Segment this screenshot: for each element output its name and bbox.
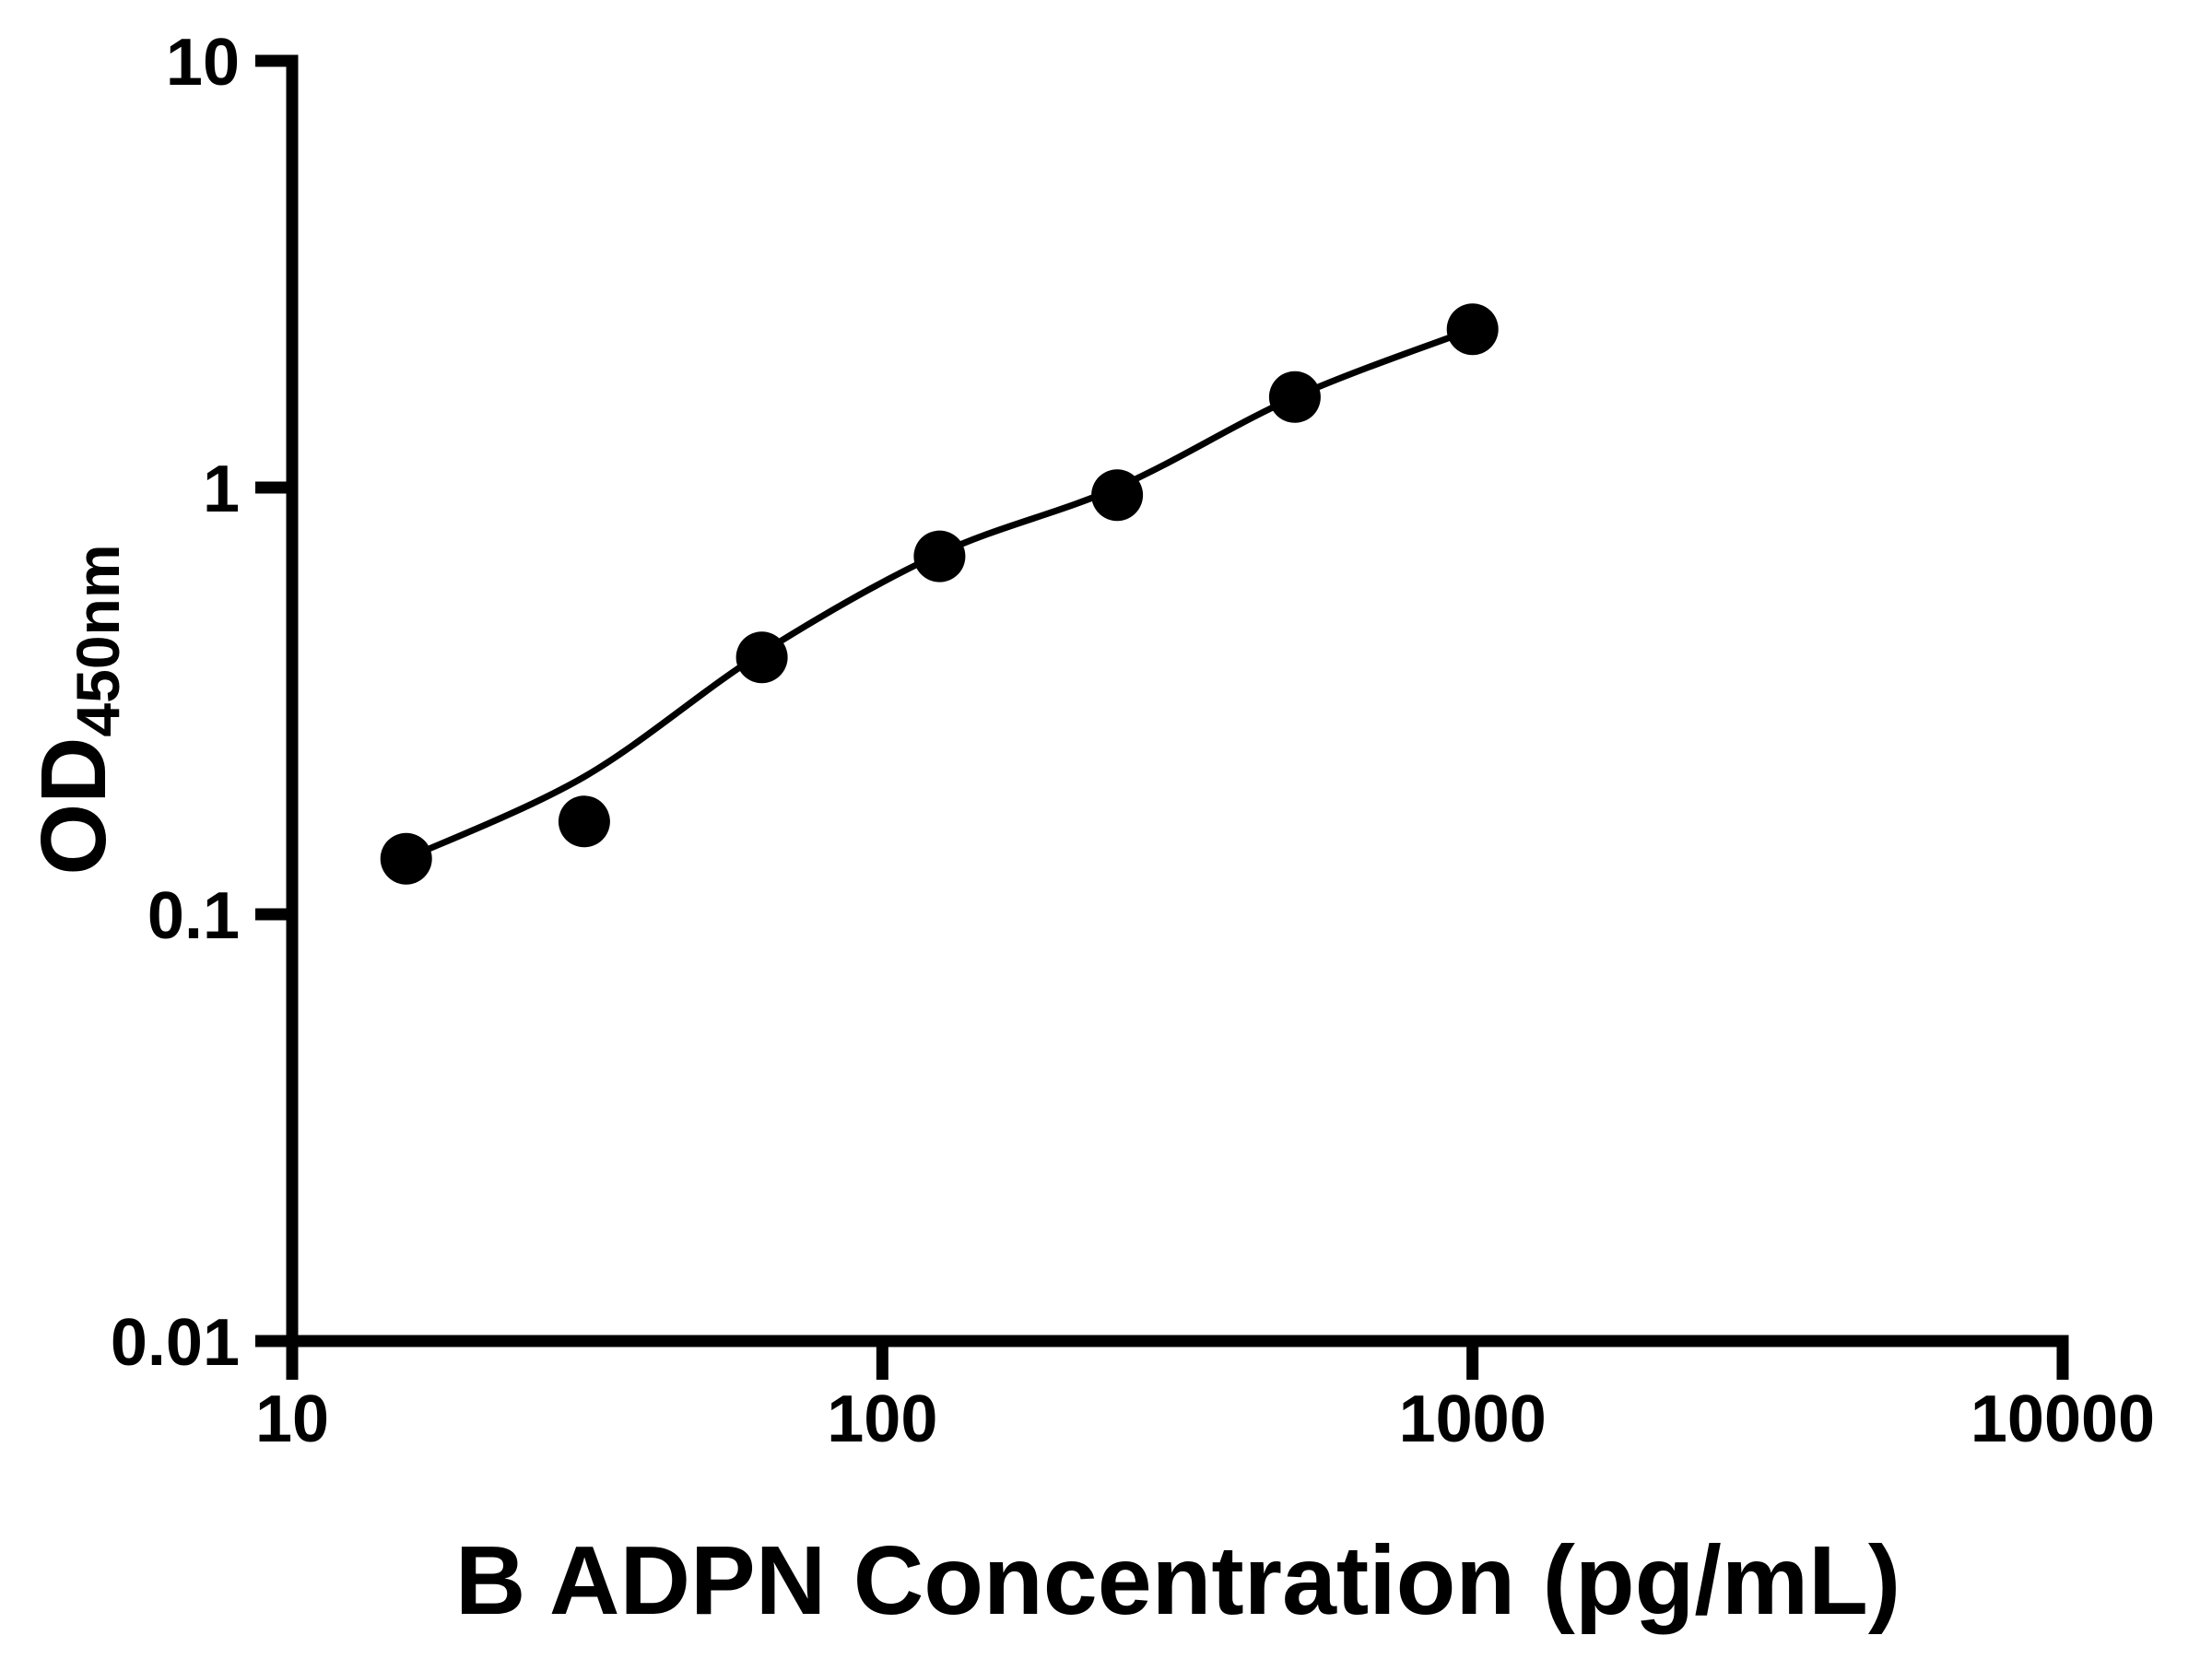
data-point [1268, 371, 1321, 423]
x-tick-label: 10 [255, 1382, 329, 1456]
y-tick-label: 10 [166, 26, 240, 100]
data-point [1091, 469, 1144, 522]
data-point [558, 795, 610, 848]
y-tick-label: 0.01 [111, 1306, 240, 1380]
y-axis-title-subscript: 450nm [64, 544, 132, 737]
x-axis-title: B ADPN Concentration (pg/mL) [454, 1526, 1901, 1635]
y-axis-title: OD450nm [22, 544, 132, 875]
data-point [380, 832, 432, 885]
data-point [1446, 303, 1499, 356]
data-point [735, 631, 788, 684]
data-point [913, 530, 966, 582]
y-axis-title-main: OD [22, 736, 125, 876]
x-tick-label: 10000 [1971, 1382, 2155, 1456]
y-tick-label: 1 [203, 453, 240, 526]
x-tick-label: 1000 [1399, 1382, 1547, 1456]
x-tick-label: 100 [827, 1382, 937, 1456]
y-tick-label: 0.1 [147, 879, 240, 953]
